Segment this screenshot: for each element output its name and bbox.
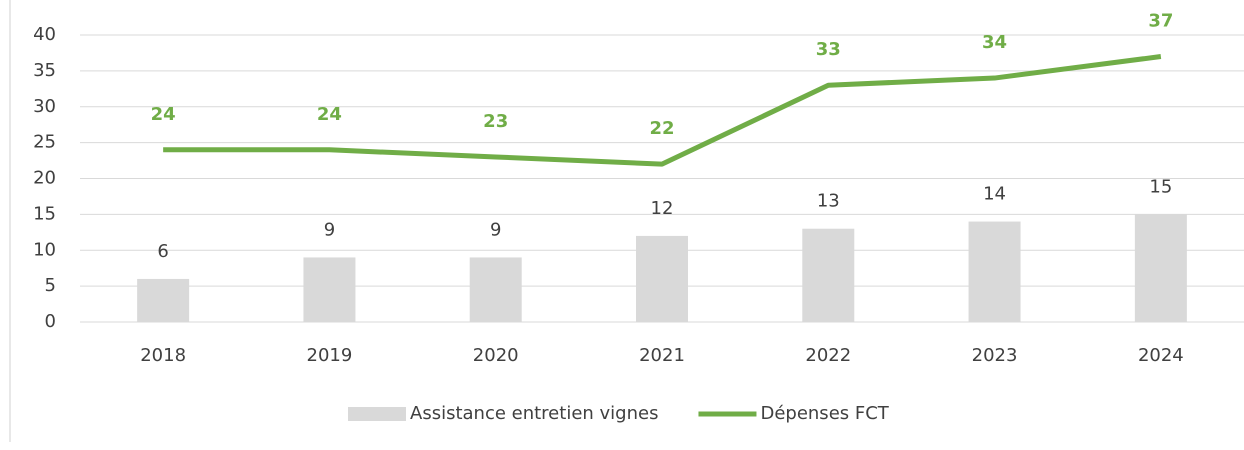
legend-label: Assistance entretien vignes — [410, 403, 658, 424]
x-tick-label: 2021 — [639, 345, 685, 366]
x-tick-label: 2024 — [1138, 345, 1184, 366]
bar — [469, 257, 522, 322]
line-value-label: 24 — [151, 104, 176, 125]
legend-swatch — [348, 407, 406, 421]
bar-value-label: 9 — [490, 219, 501, 240]
y-tick-label: 15 — [33, 203, 56, 224]
legend-label: Dépenses FCT — [760, 403, 889, 424]
line-value-label: 33 — [816, 39, 841, 60]
y-tick-label: 40 — [33, 24, 56, 45]
bar-value-label: 12 — [651, 198, 674, 219]
bar — [303, 257, 356, 322]
y-tick-label: 0 — [45, 311, 56, 332]
bar — [636, 235, 688, 322]
bar — [1134, 214, 1187, 322]
bar — [137, 278, 190, 322]
y-tick-label: 20 — [33, 168, 56, 189]
y-tick-label: 10 — [33, 239, 56, 260]
bar — [968, 221, 1021, 322]
line-value-label: 37 — [1148, 11, 1173, 32]
y-tick-label: 25 — [33, 132, 56, 153]
y-tick-label: 35 — [33, 60, 56, 81]
line — [163, 54, 1162, 167]
bar-value-label: 13 — [817, 191, 840, 212]
bar — [802, 228, 855, 322]
line-value-label: 22 — [649, 118, 674, 139]
x-tick-label: 2018 — [140, 345, 186, 366]
y-tick-label: 5 — [45, 275, 56, 296]
y-tick-label: 30 — [33, 96, 56, 117]
bar-value-label: 14 — [983, 184, 1006, 205]
line-value-label: 34 — [982, 32, 1007, 53]
x-tick-label: 2022 — [805, 345, 851, 366]
line-value-label: 24 — [317, 104, 342, 125]
bar-value-label: 9 — [324, 219, 335, 240]
x-tick-label: 2020 — [473, 345, 519, 366]
x-tick-label: 2019 — [307, 345, 353, 366]
bar-value-label: 6 — [157, 241, 168, 262]
line-value-label: 23 — [483, 111, 508, 132]
x-tick-label: 2023 — [972, 345, 1018, 366]
bar-value-label: 15 — [1149, 176, 1172, 197]
